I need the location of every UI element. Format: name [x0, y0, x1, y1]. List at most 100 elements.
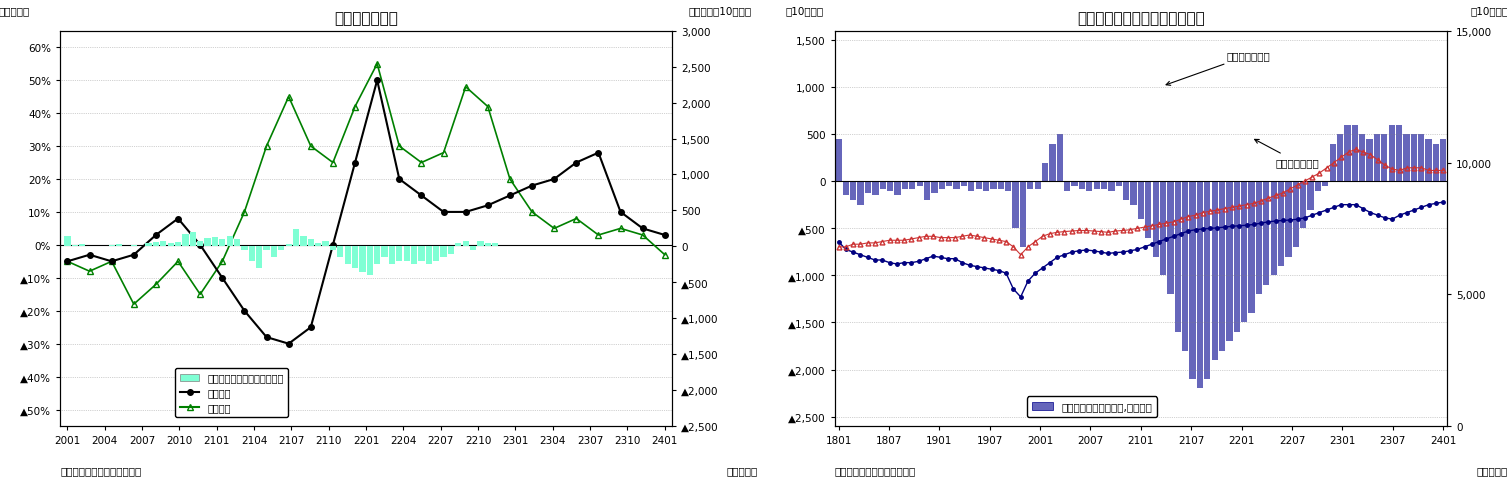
Bar: [374, 247, 380, 265]
Bar: [65, 236, 71, 247]
Bar: [307, 240, 313, 247]
Bar: [1174, 182, 1181, 332]
Bar: [842, 182, 848, 196]
Bar: [1204, 182, 1210, 379]
Bar: [1079, 182, 1085, 190]
Bar: [493, 243, 499, 247]
Title: 貿易収支（季節調整値）の推移: 貿易収支（季節調整値）の推移: [1078, 12, 1204, 26]
Text: （10億円）: （10億円）: [1469, 6, 1507, 16]
Bar: [116, 245, 122, 247]
Bar: [197, 241, 203, 247]
Bar: [1285, 182, 1291, 257]
Bar: [1013, 182, 1019, 229]
Bar: [1123, 182, 1129, 201]
Bar: [455, 243, 461, 247]
Bar: [264, 247, 270, 251]
Text: （前年差、10億円）: （前年差、10億円）: [689, 6, 752, 16]
Bar: [485, 243, 491, 247]
Bar: [478, 241, 484, 247]
Bar: [1212, 182, 1218, 360]
Bar: [880, 182, 886, 190]
Bar: [145, 243, 152, 247]
Bar: [1426, 140, 1432, 182]
Bar: [315, 243, 321, 247]
Bar: [1337, 135, 1343, 182]
Bar: [990, 182, 996, 190]
Bar: [1041, 163, 1049, 182]
Bar: [1153, 182, 1159, 257]
Bar: [1293, 182, 1299, 248]
Bar: [78, 245, 86, 247]
Legend: 貿易収支・前年差（右目盛）, 輸出金額, 輸入金額: 貿易収支・前年差（右目盛）, 輸出金額, 輸入金額: [175, 368, 288, 417]
Bar: [1263, 182, 1269, 285]
Bar: [381, 247, 387, 258]
Bar: [924, 182, 930, 201]
Bar: [1138, 182, 1144, 219]
Bar: [873, 182, 879, 196]
Bar: [888, 182, 894, 192]
Bar: [1322, 182, 1328, 187]
Bar: [470, 247, 476, 251]
Bar: [1411, 135, 1417, 182]
Bar: [998, 182, 1004, 190]
Text: （資料）財務省「貿易統計」: （資料）財務省「貿易統計」: [835, 466, 916, 476]
Bar: [271, 247, 277, 258]
Bar: [226, 236, 232, 247]
Bar: [1168, 182, 1174, 295]
Bar: [419, 247, 425, 261]
Bar: [1352, 126, 1358, 182]
Bar: [1388, 126, 1395, 182]
Bar: [160, 241, 166, 247]
Text: （年・月）: （年・月）: [726, 466, 758, 476]
Bar: [190, 232, 196, 247]
Bar: [909, 182, 915, 190]
Bar: [946, 182, 952, 187]
Bar: [330, 247, 336, 251]
Text: （資料）財務省「貿易統計」: （資料）財務省「貿易統計」: [60, 466, 142, 476]
Bar: [219, 240, 226, 247]
Bar: [182, 235, 188, 247]
Bar: [1181, 182, 1189, 351]
Bar: [285, 245, 292, 247]
Bar: [1130, 182, 1136, 205]
Bar: [396, 247, 402, 261]
Bar: [448, 247, 454, 254]
Bar: [93, 246, 99, 247]
Bar: [1087, 182, 1093, 192]
Bar: [234, 240, 240, 247]
Text: （前年比）: （前年比）: [0, 6, 30, 16]
Bar: [353, 247, 359, 268]
Text: （年・月）: （年・月）: [1477, 466, 1507, 476]
Bar: [1049, 144, 1055, 182]
Bar: [249, 247, 255, 261]
Bar: [1094, 182, 1100, 190]
Bar: [109, 245, 115, 247]
Bar: [366, 247, 372, 276]
Bar: [205, 238, 211, 247]
Bar: [850, 182, 856, 201]
Bar: [292, 229, 300, 247]
Bar: [1056, 135, 1062, 182]
Bar: [961, 182, 967, 187]
Bar: [322, 241, 329, 247]
Bar: [1197, 182, 1203, 389]
Bar: [865, 182, 871, 193]
Bar: [1240, 182, 1248, 323]
Bar: [359, 247, 366, 272]
Bar: [1418, 135, 1424, 182]
Bar: [175, 242, 181, 247]
Bar: [241, 247, 247, 251]
Bar: [1301, 182, 1307, 229]
Bar: [1374, 135, 1380, 182]
Bar: [1403, 135, 1409, 182]
Bar: [425, 247, 433, 265]
Bar: [345, 247, 351, 265]
Bar: [1020, 182, 1026, 248]
Bar: [338, 247, 344, 258]
Text: （10億円）: （10億円）: [785, 6, 824, 16]
Bar: [1255, 182, 1261, 295]
Bar: [967, 182, 975, 192]
Bar: [1248, 182, 1255, 313]
Bar: [975, 182, 981, 190]
Bar: [389, 247, 395, 265]
